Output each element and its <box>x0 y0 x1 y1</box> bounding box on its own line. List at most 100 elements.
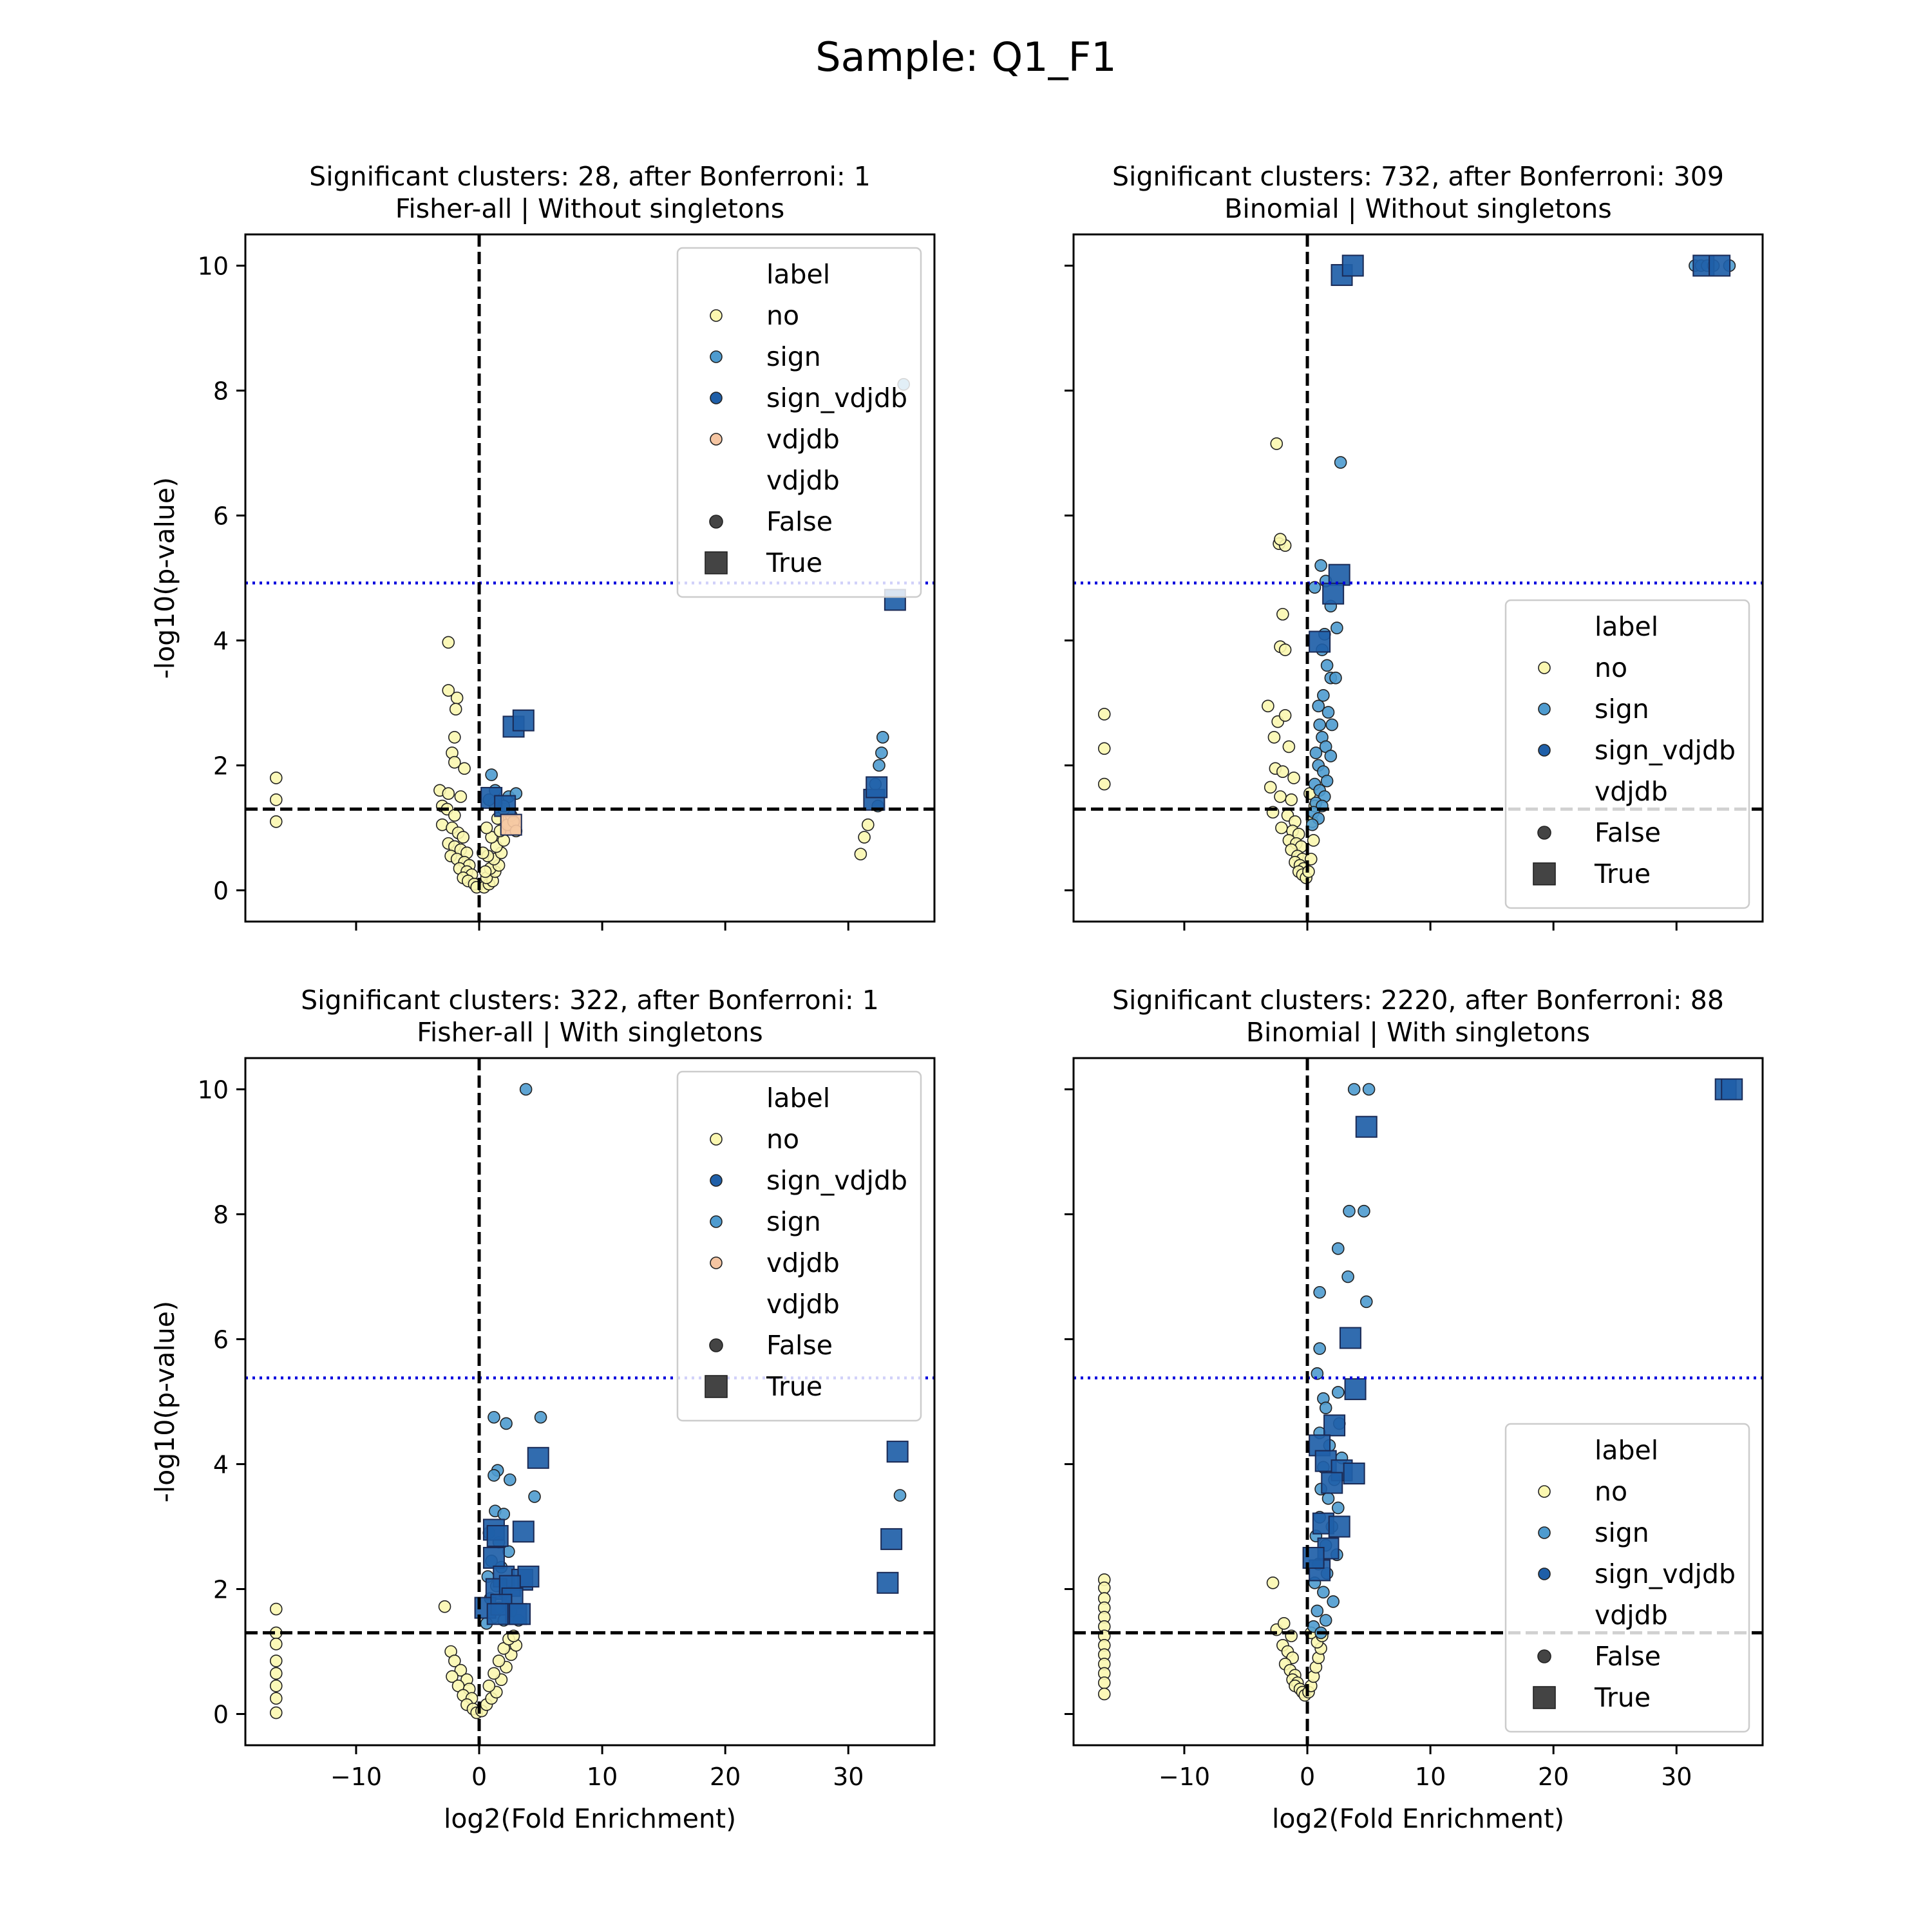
legend-marker-vdjdb <box>710 433 723 446</box>
legend-marker-sign <box>1538 703 1551 715</box>
data-point-no <box>448 1654 461 1667</box>
x-tick-label: 0 <box>1300 1763 1315 1791</box>
data-point-no <box>1267 731 1281 744</box>
panel-subtitle: Fisher-all | With singletons <box>417 1017 762 1048</box>
data-point-no <box>1097 1687 1111 1701</box>
data-point-sign <box>485 768 498 781</box>
data-point-no <box>454 1663 468 1677</box>
x-tick-label: 30 <box>1661 1763 1692 1791</box>
data-point-no <box>854 848 867 861</box>
legend-label: True <box>1594 1682 1651 1713</box>
data-point-sign-vdjdb <box>482 1547 505 1569</box>
data-point-sign <box>1327 1595 1340 1608</box>
legend-label: vdjdb <box>766 1247 840 1278</box>
legend-label: sign_vdjdb <box>1595 735 1736 766</box>
data-point-no <box>1274 790 1287 803</box>
data-point-sign <box>519 1083 533 1096</box>
data-point-no <box>457 831 469 844</box>
data-point-no <box>448 809 461 822</box>
legend-label: vdjdb <box>1595 1600 1668 1631</box>
x-axis-label: log2(Fold Enrichment) <box>444 1803 736 1834</box>
data-point-sign <box>1313 718 1326 732</box>
legend-marker-no <box>1538 661 1551 674</box>
data-point-sign-vdjdb <box>486 1525 509 1548</box>
data-point-no <box>442 636 455 649</box>
data-point-no <box>449 703 462 715</box>
y-tick-label: 8 <box>213 377 229 406</box>
legend-label: sign <box>766 341 821 372</box>
legend-marker-no <box>710 309 723 322</box>
data-point-sign-vdjdb <box>527 1446 549 1469</box>
data-point-no <box>1262 699 1274 713</box>
data-point-sign <box>497 1508 511 1520</box>
data-point-no <box>448 755 461 769</box>
data-point-sign <box>1332 1242 1345 1255</box>
legend-marker-sign <box>1538 1526 1551 1539</box>
y-axis-label: -log10(p-value) <box>149 1301 180 1502</box>
data-point-sign <box>488 1410 500 1424</box>
axes-frame <box>1072 233 1764 923</box>
x-tick-label: 10 <box>587 1763 618 1791</box>
legend-label: sign_vdjdb <box>1595 1558 1736 1589</box>
legend-marker-true <box>1533 862 1556 886</box>
data-point-sign <box>1305 818 1319 831</box>
data-point-sign-vdjdb <box>886 1441 909 1463</box>
data-point-sign <box>1362 1083 1376 1096</box>
data-point-sign <box>1313 1285 1326 1299</box>
data-point-sign-vdjdb <box>1344 1378 1367 1401</box>
panel-3: Significant clusters: 322, after Bonferr… <box>149 985 936 1834</box>
panel-subtitle: Binomial | With singletons <box>1246 1017 1590 1048</box>
legend-marker-true <box>1533 1686 1556 1709</box>
data-point-sign-vdjdb <box>1709 254 1731 277</box>
legend-label: no <box>1595 652 1627 683</box>
x-tick-label: 10 <box>1415 1763 1446 1791</box>
legend-marker-true <box>705 551 728 574</box>
panel-title: Significant clusters: 28, after Bonferro… <box>309 161 871 192</box>
data-point-sign-vdjdb <box>1328 1515 1350 1538</box>
x-axis-label: log2(Fold Enrichment) <box>1272 1803 1564 1834</box>
legend-marker-false <box>1537 826 1551 840</box>
y-tick-label: 10 <box>198 252 229 281</box>
data-point-no <box>1264 781 1277 794</box>
data-point-no <box>1097 1581 1111 1595</box>
data-point-no <box>450 691 464 705</box>
panel-subtitle: Binomial | Without singletons <box>1224 193 1611 224</box>
data-point-sign <box>893 1489 907 1502</box>
data-point-sign-vdjdb <box>1339 1327 1361 1349</box>
legend-label: False <box>766 506 833 537</box>
data-point-sign-vdjdb <box>512 709 535 732</box>
data-point-sign-vdjdb <box>1355 1115 1378 1138</box>
data-point-no <box>438 1600 451 1613</box>
legend-marker-sign-vdjdb <box>1538 744 1551 757</box>
data-point-no <box>862 818 875 831</box>
data-point-no <box>458 762 471 775</box>
x-tick-label: 30 <box>833 1763 864 1791</box>
legend-marker-true <box>705 1375 728 1398</box>
data-point-sign <box>1321 1492 1335 1505</box>
legend-label: sign <box>1595 694 1649 724</box>
axes-frame <box>1072 1057 1764 1747</box>
data-point-sign-vdjdb <box>880 1528 903 1550</box>
data-point-sign <box>1332 1386 1345 1399</box>
legend-marker-vdjdb <box>710 1256 723 1269</box>
data-point-no <box>269 1680 283 1692</box>
data-point-sign <box>1320 659 1334 672</box>
data-point-no <box>1287 772 1300 784</box>
data-point-no <box>269 815 283 828</box>
data-point-vdjdb <box>500 813 522 836</box>
axes-frame <box>244 233 936 923</box>
data-point-sign <box>1324 750 1338 762</box>
data-point-sign-vdjdb <box>1321 1472 1343 1494</box>
data-point-no <box>858 831 871 844</box>
data-point-no <box>1278 643 1292 656</box>
data-point-sign <box>1319 1401 1332 1414</box>
data-point-sign <box>1331 621 1343 634</box>
y-tick-label: 4 <box>213 627 229 656</box>
legend-marker-no <box>710 1133 723 1146</box>
data-point-sign <box>1311 1604 1324 1618</box>
data-point-no <box>1097 777 1111 791</box>
